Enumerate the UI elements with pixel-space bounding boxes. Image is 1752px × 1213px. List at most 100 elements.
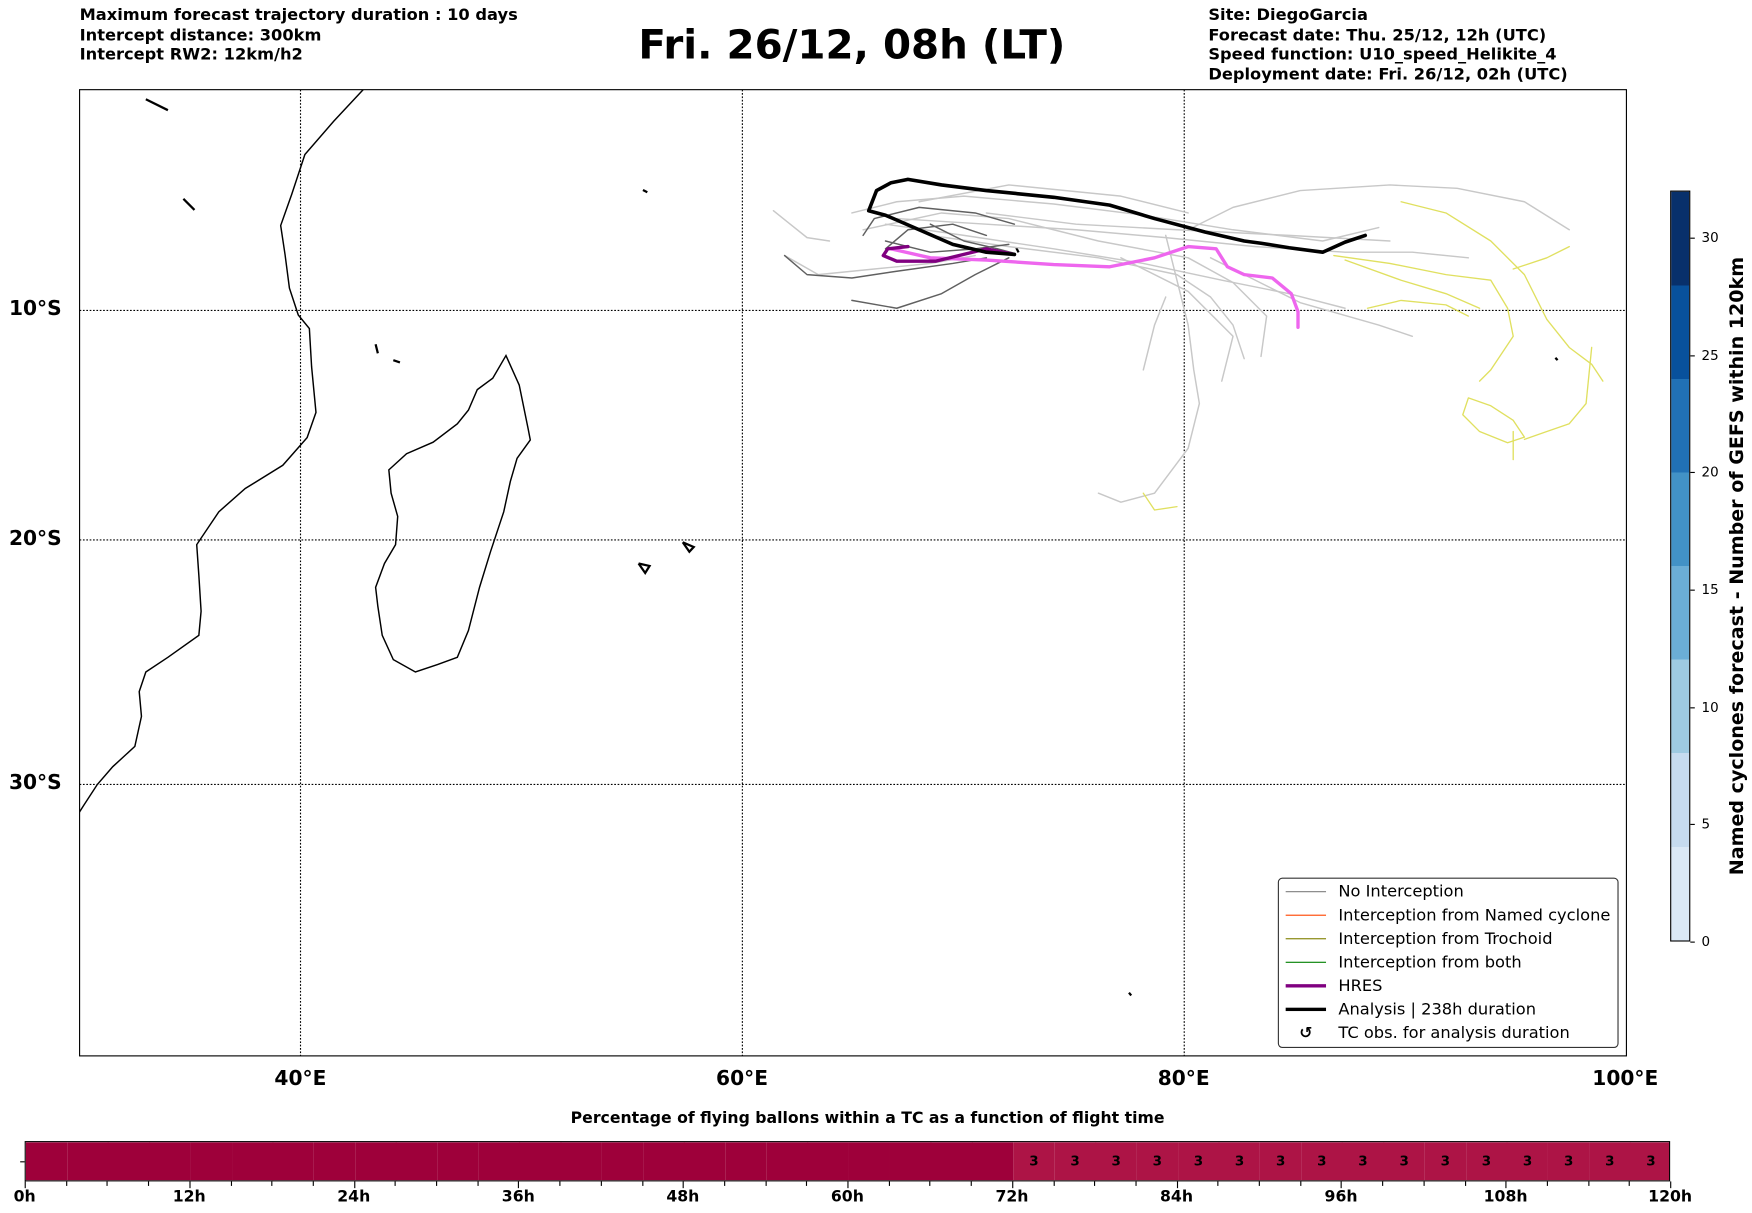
island-coastline — [642, 188, 648, 194]
legend-swatch — [1285, 984, 1327, 988]
timeline-cell — [930, 1142, 973, 1181]
colorbar-tick-label: 25 — [1701, 346, 1719, 363]
colorbar-tick — [1690, 237, 1695, 239]
timeline-tick — [1587, 1181, 1589, 1186]
timeline-tick — [641, 1181, 643, 1186]
timeline-tick — [1629, 1181, 1631, 1186]
map-layer — [79, 89, 1627, 1056]
timeline-tick — [559, 1181, 561, 1186]
timeline-cell — [766, 1142, 808, 1181]
timeline-cell — [396, 1142, 438, 1181]
timeline-cell — [272, 1142, 315, 1181]
ensemble-trajectory — [851, 195, 1380, 242]
timeline-tick — [189, 1181, 191, 1189]
named-cyclone-trajectory — [1512, 245, 1570, 270]
colorbar-tick — [1690, 354, 1695, 356]
timeline-tick — [1176, 1181, 1178, 1189]
legend-label: Interception from both — [1338, 953, 1522, 972]
no-interception-trajectory — [884, 223, 988, 250]
timeline-tick-label: 48h — [666, 1188, 700, 1207]
lon-label-80e: 80°E — [1157, 1067, 1210, 1091]
legend-item: Analysis | 238h duration — [1279, 998, 1536, 1022]
timeline-tick — [1094, 1181, 1096, 1186]
timeline-cell — [478, 1142, 520, 1181]
timeline-tick — [1382, 1181, 1384, 1186]
hres-trajectory — [889, 244, 1300, 329]
timeline-tick — [723, 1181, 726, 1186]
timeline-cell — [889, 1142, 932, 1181]
timeline-cell: 3 — [1424, 1142, 1467, 1181]
named-cyclone-trajectory — [1366, 299, 1470, 317]
timeline-cell: 3 — [1342, 1142, 1384, 1181]
map-frame — [79, 89, 1627, 1057]
legend: No Interception Interception from Named c… — [1277, 877, 1619, 1049]
timeline-tick — [394, 1181, 397, 1186]
island-coastline — [1128, 991, 1133, 997]
ensemble-trajectory — [783, 254, 976, 276]
timeline-tick — [1299, 1181, 1302, 1186]
legend-swatch — [1285, 961, 1327, 963]
timeline-cell — [519, 1142, 562, 1181]
timeline-cell: 3 — [1136, 1142, 1179, 1181]
timeline-cell — [601, 1142, 644, 1181]
ensemble-trajectory — [929, 234, 1245, 360]
island-coastline — [392, 359, 401, 364]
deployment-date-text: Deployment date: Fri. 26/12, 02h (UTC) — [1208, 65, 1568, 84]
timeline-tick — [1505, 1181, 1507, 1189]
legend-label: HRES — [1338, 976, 1383, 995]
island-coastline — [681, 541, 696, 554]
timeline-cell: 3 — [1013, 1142, 1055, 1181]
island-coastline — [637, 562, 652, 576]
ensemble-trajectory — [918, 184, 1189, 214]
timeline-tick-label: 24h — [337, 1188, 371, 1207]
legend-item: ↺ TC obs. for analysis duration — [1279, 1021, 1570, 1045]
ensemble-trajectory — [985, 212, 1391, 242]
timeline-tick — [106, 1181, 109, 1186]
site-info: Site: DiegoGarcia Forecast date: Thu. 25… — [1208, 7, 1567, 85]
speed-function-text: Speed function: U10_speed_Helikite_4 — [1208, 45, 1557, 64]
timeline-cell — [848, 1142, 891, 1181]
lon-label-100e: 100°E — [1592, 1067, 1659, 1091]
named-cyclone-trajectory — [1142, 492, 1178, 511]
timeline-cell — [190, 1142, 233, 1181]
island-coastline — [145, 98, 169, 112]
lon-label-40e: 40°E — [274, 1067, 327, 1091]
intercept-distance-text: Intercept distance: 300km — [79, 26, 322, 45]
island-coastline — [1554, 357, 1559, 361]
named-cyclone-trajectory — [1333, 254, 1514, 382]
legend-label: Interception from Trochoid — [1338, 929, 1553, 948]
legend-item: Interception from both — [1279, 951, 1522, 975]
timeline-tick — [518, 1181, 520, 1189]
timeline-tick-label: 60h — [830, 1188, 864, 1207]
timeline-cell — [560, 1142, 603, 1181]
timeline-tick — [353, 1181, 355, 1189]
legend-item: No Interception — [1279, 880, 1464, 904]
named-cyclone-trajectory — [1462, 397, 1526, 444]
timeline-tick — [1053, 1181, 1055, 1186]
timeline-tick — [1670, 1181, 1672, 1189]
trajectory-map — [79, 89, 1627, 1057]
timeline-tick-label: 0h — [13, 1188, 36, 1207]
colorbar-tick-label: 10 — [1701, 699, 1719, 715]
timeline-cell — [313, 1142, 356, 1181]
colorbar-tick — [1690, 589, 1695, 591]
timeline-cell: 3 — [1630, 1142, 1670, 1181]
max-duration-text: Maximum forecast trajectory duration : 1… — [79, 6, 518, 25]
legend-item: Interception from Named cyclone — [1279, 903, 1610, 927]
timeline-cell — [66, 1142, 109, 1181]
timeline-cell — [971, 1142, 1014, 1181]
timeline-tick — [806, 1181, 808, 1186]
analysis-trajectory — [866, 177, 1368, 257]
timeline-tick — [230, 1181, 232, 1186]
named-cyclone-trajectory — [1523, 346, 1593, 441]
timeline-cell: 3 — [1465, 1142, 1508, 1181]
legend-swatch — [1285, 891, 1327, 893]
timeline-cell: 3 — [1547, 1142, 1590, 1181]
timeline-cell: 3 — [1506, 1142, 1549, 1181]
colorbar-tick-label: 5 — [1701, 816, 1711, 833]
legend-label: Interception from Named cyclone — [1338, 906, 1611, 925]
timeline-tick — [1464, 1181, 1466, 1186]
no-interception-trajectory — [851, 257, 1010, 309]
colorbar-tick-label: 15 — [1701, 581, 1719, 598]
